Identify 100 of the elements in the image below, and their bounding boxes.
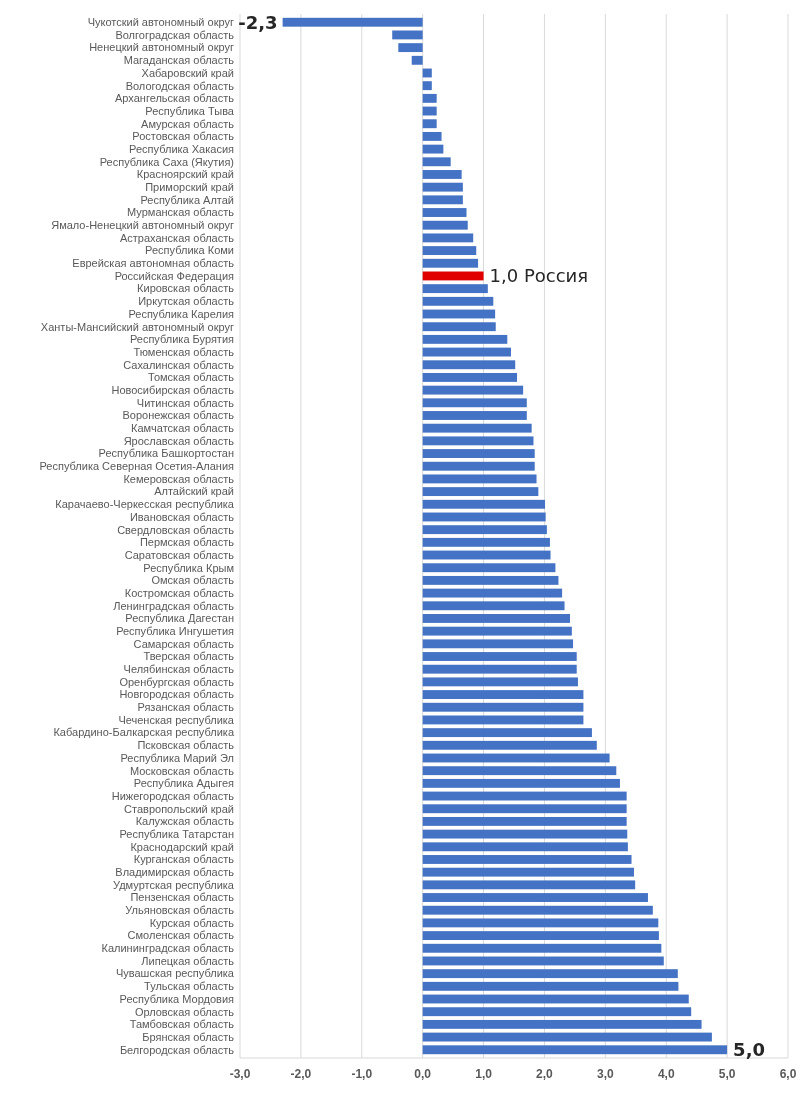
bar xyxy=(422,525,547,535)
bar xyxy=(411,55,423,65)
y-tick-label: Чеченская республика xyxy=(118,713,235,726)
y-tick-label: Еврейская автономная область xyxy=(72,257,235,270)
y-tick-label: Республика Саха (Якутия) xyxy=(99,155,234,168)
y-tick-label: Краснодарский край xyxy=(130,840,234,853)
y-tick-label: Ивановская область xyxy=(129,510,235,523)
bar xyxy=(422,157,451,167)
y-tick-label: Республика Алтай xyxy=(140,193,234,206)
y-tick-label: Республика Хакасия xyxy=(129,142,235,155)
y-tick-label: Кабардино-Балкарская республика xyxy=(53,726,235,739)
y-tick-label: Пермская область xyxy=(139,536,235,549)
bar xyxy=(422,512,546,522)
y-tick-label: Вологодская область xyxy=(125,79,235,92)
bar xyxy=(422,131,442,141)
bar xyxy=(422,182,463,192)
bar xyxy=(422,804,627,814)
y-tick-label: Оренбургская область xyxy=(119,675,235,688)
bar xyxy=(422,322,496,332)
bar xyxy=(422,537,550,547)
data-label: 5,0 xyxy=(733,1039,765,1061)
x-tick-label: 0,0 xyxy=(414,1067,432,1081)
y-tick-label: Сахалинская область xyxy=(123,358,235,371)
y-tick-label: Республика Карелия xyxy=(128,307,235,320)
bar xyxy=(422,816,627,826)
bar xyxy=(422,702,584,712)
y-tick-label: Калининградская область xyxy=(101,942,235,955)
y-tick-label: Мурманская область xyxy=(127,206,235,219)
bar xyxy=(422,195,463,205)
y-tick-label: Республика Северная Осетия-Алания xyxy=(39,460,235,473)
y-tick-label: Тюменская область xyxy=(133,345,235,358)
bar xyxy=(422,778,620,788)
bar xyxy=(422,499,546,509)
y-tick-label: Тамбовская область xyxy=(129,1018,235,1031)
bar xyxy=(422,296,494,306)
y-tick-label: Кировская область xyxy=(137,282,235,295)
y-tick-label: Курская область xyxy=(149,916,235,929)
x-tick-label: 1,0 xyxy=(475,1067,493,1081)
bar xyxy=(422,626,572,636)
y-tick-label: Челябинская область xyxy=(123,663,235,676)
bar xyxy=(422,931,659,941)
y-tick-label: Владимирская область xyxy=(115,866,235,879)
y-tick-label: Республика Коми xyxy=(145,244,234,257)
y-tick-label: Новосибирская область xyxy=(111,383,235,396)
y-tick-label: Хабаровский край xyxy=(141,66,234,79)
y-tick-label: Омская область xyxy=(151,574,235,587)
bar xyxy=(422,715,584,725)
bar xyxy=(422,461,535,471)
y-tick-label: Ставропольский край xyxy=(124,802,234,815)
y-tick-label: Республика Марий Эл xyxy=(120,751,234,764)
bar xyxy=(422,550,551,560)
y-tick-label: Республика Мордовия xyxy=(119,992,235,1005)
bar xyxy=(422,1045,728,1055)
y-tick-label: Калужская область xyxy=(135,815,235,828)
y-tick-label: Кемеровская область xyxy=(123,472,235,485)
bar xyxy=(422,728,592,738)
data-label: -2,3 xyxy=(238,11,278,33)
bar xyxy=(422,614,571,623)
x-tick-label: 4,0 xyxy=(657,1067,675,1081)
y-tick-label: Камчатская область xyxy=(130,422,235,435)
bar xyxy=(422,284,488,294)
bar xyxy=(422,855,632,864)
x-tick-label: -1,0 xyxy=(351,1067,373,1081)
bar xyxy=(422,664,577,674)
y-tick-label: Российская Федерация xyxy=(114,269,235,282)
y-tick-label: Читинская область xyxy=(136,396,235,409)
bar xyxy=(422,969,678,979)
bar xyxy=(422,652,577,661)
y-tick-label: Карачаево-Черкесская республика xyxy=(55,498,235,511)
bar xyxy=(422,918,659,928)
bar xyxy=(422,880,636,890)
bar xyxy=(422,867,634,877)
bar xyxy=(422,639,574,649)
y-tick-label: Приморский край xyxy=(145,181,234,193)
y-tick-label: Псковская область xyxy=(137,739,235,752)
bar xyxy=(398,43,423,53)
x-tick-label: 5,0 xyxy=(718,1067,736,1081)
y-tick-label: Ростовская область xyxy=(132,130,235,143)
y-tick-label: Республика Тыва xyxy=(145,104,235,117)
bar xyxy=(422,411,527,420)
bar xyxy=(422,271,484,281)
y-tick-label: Орловская область xyxy=(134,1005,235,1018)
y-tick-label: Ненецкий автономный округ xyxy=(89,41,234,54)
y-tick-label: Рязанская область xyxy=(137,701,235,714)
x-tick-label: 6,0 xyxy=(779,1067,797,1081)
y-tick-label: Республика Бурятия xyxy=(129,333,235,346)
bar xyxy=(422,449,535,458)
bar xyxy=(422,842,628,852)
y-tick-label: Самарская область xyxy=(133,637,235,650)
y-tick-label: Липецкая область xyxy=(141,954,235,967)
y-tick-label: Республика Башкортостан xyxy=(98,447,234,460)
bar xyxy=(422,601,565,611)
bar xyxy=(422,436,534,446)
bar xyxy=(422,893,648,902)
bar xyxy=(422,1032,712,1042)
bar xyxy=(422,208,467,217)
bar xyxy=(422,791,627,801)
y-tick-label: Свердловская область xyxy=(117,523,235,536)
y-tick-label: Республика Ингушетия xyxy=(116,624,235,637)
y-tick-label: Курганская область xyxy=(133,853,235,866)
